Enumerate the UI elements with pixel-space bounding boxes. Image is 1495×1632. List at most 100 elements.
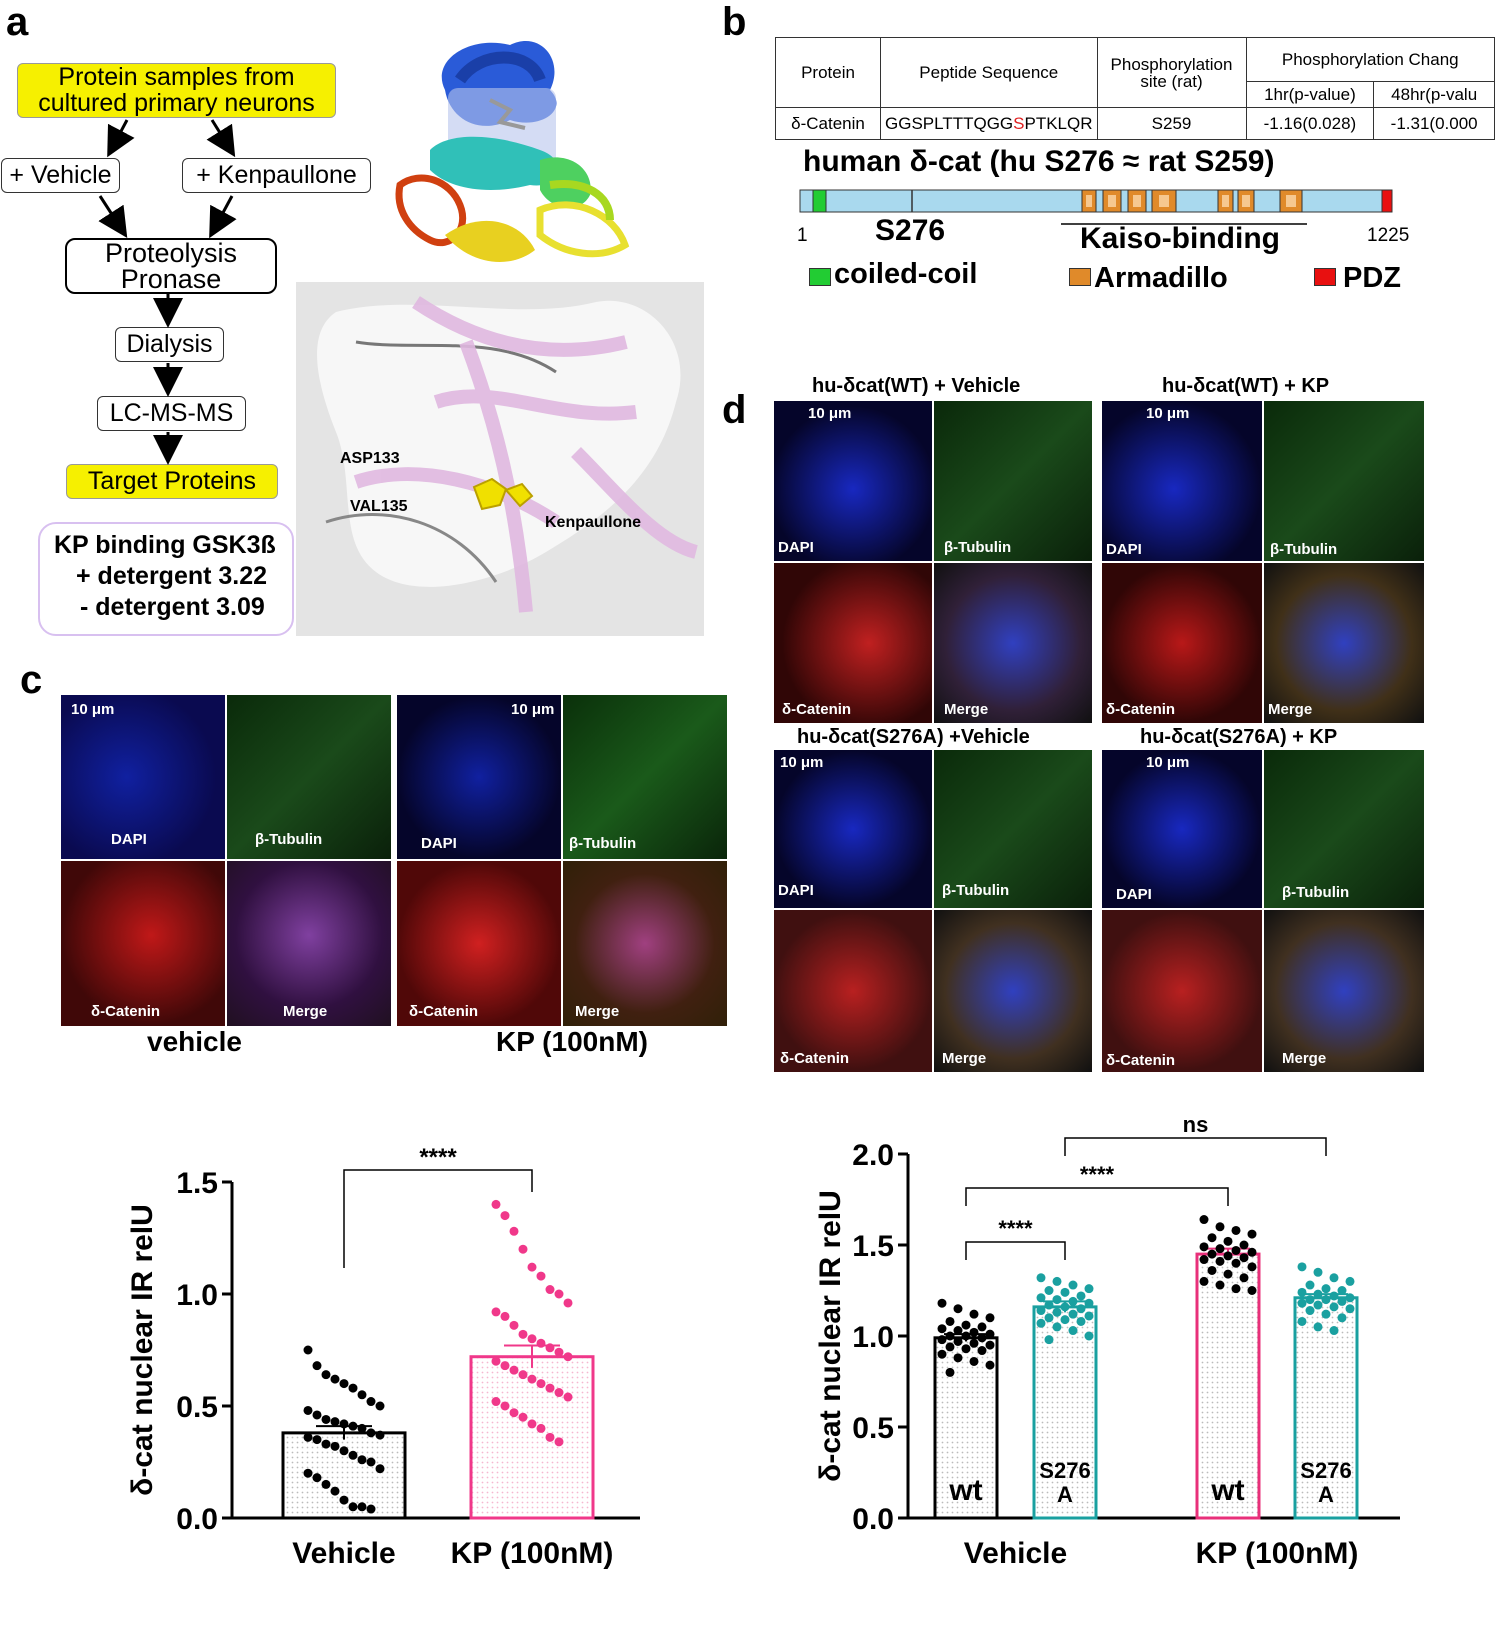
panel-letter-d: d — [722, 388, 747, 432]
data-point — [545, 1432, 555, 1442]
d-wt-kp-catenin-label: δ-Catenin — [1106, 701, 1176, 718]
bar-label: S276 — [1300, 1458, 1351, 1483]
data-point — [945, 1331, 955, 1341]
data-point — [375, 1401, 385, 1411]
data-point — [1239, 1273, 1249, 1283]
flowchart-arrows — [98, 119, 237, 465]
c-kp-dapi-label: DAPI — [421, 835, 457, 852]
legend-armadillo-label: Armadillo — [1094, 262, 1228, 294]
data-point — [312, 1473, 322, 1483]
d-mut-veh-merge-label: Merge — [942, 1050, 987, 1067]
data-point — [945, 1316, 955, 1326]
y-tick-label: 2.0 — [852, 1139, 894, 1172]
data-point — [945, 1367, 955, 1377]
d-mut-kp-merge-label: Merge — [1282, 1050, 1327, 1067]
significance-bracket — [1064, 1137, 1327, 1156]
gsk3b-ribbon-structure — [395, 41, 630, 262]
d-wt-kp-tubulin-label: β-Tubulin — [1270, 541, 1338, 558]
kp-binding-title: KP binding GSK3ß — [54, 531, 276, 559]
d-wt-veh-dapi-label: DAPI — [778, 539, 814, 556]
c-vehicle-dapi-label: DAPI — [111, 831, 147, 848]
data-point — [518, 1412, 528, 1422]
y-tick-label: 0.0 — [176, 1503, 218, 1536]
data-point — [985, 1360, 995, 1370]
data-point — [500, 1211, 510, 1221]
data-point — [527, 1374, 537, 1384]
data-point — [348, 1421, 358, 1431]
chart-c-nuclear-ir: 0.0 0.5 1.0 1.5 δ-cat nuclear IR relU Vehicle… — [126, 1144, 640, 1570]
data-point — [1044, 1300, 1054, 1310]
d-title-mut-vehicle: hu-δcat(S276A) +Vehicle — [797, 726, 1030, 748]
bar-label: wt — [1210, 1474, 1244, 1507]
panel-letter-c: c — [20, 658, 43, 702]
bar — [1293, 1296, 1359, 1520]
d-wt-veh-scale: 10 μm — [808, 405, 852, 422]
data-point — [1247, 1286, 1257, 1295]
c-vehicle-merge: Merge — [227, 861, 391, 1026]
c-vehicle-catenin-label: δ-Catenin — [91, 1003, 161, 1020]
y-axis-label: δ-cat nuclear IR relU — [126, 1204, 159, 1496]
data-point — [1329, 1273, 1339, 1283]
data-point — [491, 1307, 501, 1317]
data-point — [945, 1342, 955, 1352]
d-mut-veh-tubulin: β-Tubulin — [934, 750, 1092, 908]
data-point — [518, 1370, 528, 1380]
data-point — [536, 1271, 546, 1281]
legend-armadillo-swatch — [1069, 268, 1091, 286]
data-point — [1321, 1295, 1331, 1305]
domain-title: human δ-cat (hu S276 ≈ rat S259) — [803, 145, 1275, 178]
data-point — [339, 1446, 349, 1456]
data-point — [554, 1437, 564, 1447]
data-point — [1247, 1262, 1257, 1272]
c-kp-catenin-label: δ-Catenin — [409, 1003, 479, 1020]
panel-d-wt-micrographs: 10 μm DAPI β-Tubulin δ-Catenin Merge 10 … — [774, 401, 1424, 723]
data-point — [554, 1388, 564, 1398]
data-point — [554, 1289, 564, 1299]
data-point — [330, 1374, 340, 1384]
x-tick-label: KP (100nM) — [451, 1537, 614, 1570]
table-subheader-48hr: 48hr(p-valu — [1373, 81, 1495, 108]
data-point — [1199, 1242, 1209, 1252]
data-point — [339, 1419, 349, 1429]
data-point — [1337, 1296, 1347, 1306]
data-point — [366, 1397, 376, 1407]
data-point — [509, 1365, 519, 1375]
significance-bracket — [343, 1169, 533, 1268]
data-point — [1321, 1284, 1331, 1294]
c-vehicle-dapi: 10 μm DAPI — [61, 695, 225, 859]
bar-label: S276 — [1039, 1458, 1090, 1483]
data-point — [977, 1333, 987, 1343]
data-point — [1036, 1318, 1046, 1328]
data-point — [937, 1298, 947, 1308]
data-point — [1297, 1287, 1307, 1297]
data-point — [321, 1370, 331, 1380]
data-point — [554, 1347, 564, 1357]
legend-coiled-label: coiled-coil — [834, 258, 978, 290]
chart-d-nuclear-ir: 0.0 0.5 1.0 1.5 2.0δ-cat nuclear IR relU wt S2… — [814, 1112, 1400, 1570]
d-title-mut-kp: hu-δcat(S276A) + KP — [1140, 726, 1338, 748]
data-point — [937, 1349, 947, 1359]
data-point — [509, 1226, 519, 1236]
c-kp-merge: Merge — [563, 861, 727, 1026]
panel-c-micrographs: 10 μm DAPI β-Tubulin δ-Catenin Merge 10 … — [61, 695, 727, 1026]
data-point — [1052, 1322, 1062, 1332]
d-wt-veh-dapi: 10 μm DAPI — [774, 401, 932, 561]
legend-pdz-swatch — [1314, 268, 1336, 286]
c-kp-merge-label: Merge — [575, 1003, 620, 1020]
bar-label: A — [1318, 1482, 1334, 1507]
d-mut-kp-catenin: δ-Catenin — [1102, 910, 1262, 1072]
y-axis-label: δ-cat nuclear IR relU — [814, 1190, 847, 1482]
data-point — [1215, 1222, 1225, 1232]
data-point — [1044, 1335, 1054, 1345]
data-point — [1329, 1326, 1339, 1336]
d-mut-kp-dapi: 10 μm DAPI — [1102, 750, 1262, 908]
panel-letter-a: a — [6, 0, 29, 44]
table-cell-protein: δ-Catenin — [775, 107, 881, 140]
c-kp-tubulin-label: β-Tubulin — [569, 835, 637, 852]
data-point — [366, 1457, 376, 1467]
d-mut-veh-dapi-label: DAPI — [778, 882, 814, 899]
data-point — [312, 1410, 322, 1420]
data-point — [985, 1329, 995, 1339]
data-point — [1052, 1307, 1062, 1317]
data-point — [1215, 1244, 1225, 1254]
